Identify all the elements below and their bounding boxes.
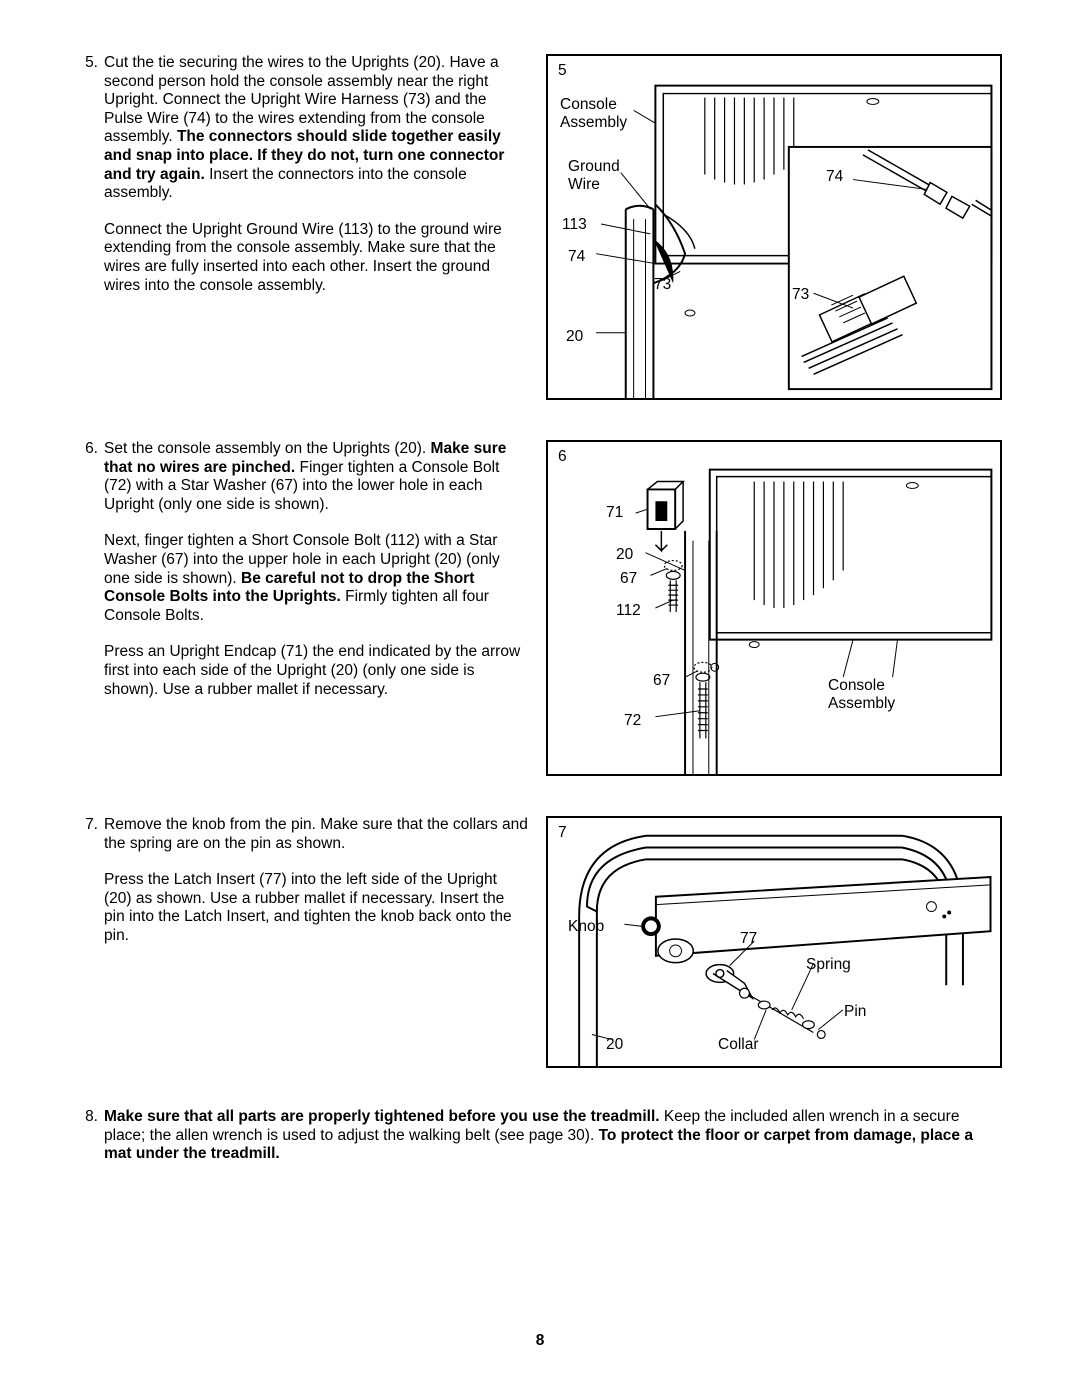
- step-5-body: Cut the tie securing the wires to the Up…: [104, 54, 528, 295]
- fig6-71-label: 71: [606, 504, 623, 522]
- fig6-112-label: 112: [616, 602, 641, 620]
- step-5-row: 5. Cut the tie securing the wires to the…: [78, 54, 1002, 400]
- step-8-row: 8. Make sure that all parts are properly…: [78, 1108, 1002, 1164]
- step-7-text: 7. Remove the knob from the pin. Make su…: [78, 816, 528, 946]
- fig7-spring-label: Spring: [806, 956, 851, 974]
- figure-5: 5: [546, 54, 1002, 400]
- step-6-p1: Set the console assembly on the Uprights…: [104, 440, 528, 514]
- step-8-p1: Make sure that all parts are properly ti…: [104, 1108, 1002, 1164]
- fig5-73b-label: 73: [792, 286, 809, 304]
- fig6-console-label: Console Assembly: [828, 677, 895, 713]
- fig6-67a-label: 67: [620, 570, 637, 588]
- step-6-text: 6. Set the console assembly on the Uprig…: [78, 440, 528, 699]
- fig5-20-label: 20: [566, 328, 583, 346]
- figure-7: 7: [546, 816, 1002, 1068]
- figure-7-svg: [548, 818, 1000, 1066]
- step-8-number: 8.: [78, 1108, 104, 1164]
- step-7-p2: Press the Latch Insert (77) into the lef…: [104, 871, 528, 945]
- step-6-p1a: Set the console assembly on the Uprights…: [104, 440, 431, 457]
- step-8-body: Make sure that all parts are properly ti…: [104, 1108, 1002, 1164]
- step-6-p3: Press an Upright Endcap (71) the end ind…: [104, 643, 528, 699]
- step-5-number: 5.: [78, 54, 104, 295]
- step-6-number: 6.: [78, 440, 104, 699]
- fig6-72-label: 72: [624, 712, 641, 730]
- step-7-number: 7.: [78, 816, 104, 946]
- step-8-p1a: Make sure that all parts are properly ti…: [104, 1108, 660, 1125]
- fig7-20-label: 20: [606, 1036, 623, 1054]
- step-5-text: 5. Cut the tie securing the wires to the…: [78, 54, 528, 295]
- fig5-113-label: 113: [562, 216, 587, 234]
- step-6-row: 6. Set the console assembly on the Uprig…: [78, 440, 1002, 776]
- fig6-67b-label: 67: [653, 672, 670, 690]
- step-7-p1: Remove the knob from the pin. Make sure …: [104, 816, 528, 853]
- step-6-p2: Next, finger tighten a Short Console Bol…: [104, 532, 528, 625]
- fig5-74a-label: 74: [568, 248, 585, 266]
- fig7-collar-label: Collar: [718, 1036, 758, 1054]
- step-5-p2: Connect the Upright Ground Wire (113) to…: [104, 221, 528, 295]
- fig5-74b-label: 74: [826, 168, 843, 186]
- step-7-row: 7. Remove the knob from the pin. Make su…: [78, 816, 1002, 1068]
- fig7-knob-label: Knob: [568, 918, 604, 936]
- fig5-ground-label: Ground Wire: [568, 158, 620, 194]
- step-5-p1: Cut the tie securing the wires to the Up…: [104, 54, 528, 203]
- fig6-20-label: 20: [616, 546, 633, 564]
- fig7-77-label: 77: [740, 930, 757, 948]
- fig7-pin-label: Pin: [844, 1003, 866, 1021]
- fig5-73a-label: 73: [654, 276, 671, 294]
- page-number: 8: [0, 1332, 1080, 1351]
- figure-6: 6: [546, 440, 1002, 776]
- step-7-body: Remove the knob from the pin. Make sure …: [104, 816, 528, 946]
- step-6-body: Set the console assembly on the Uprights…: [104, 440, 528, 699]
- fig5-console-label: Console Assembly: [560, 96, 627, 132]
